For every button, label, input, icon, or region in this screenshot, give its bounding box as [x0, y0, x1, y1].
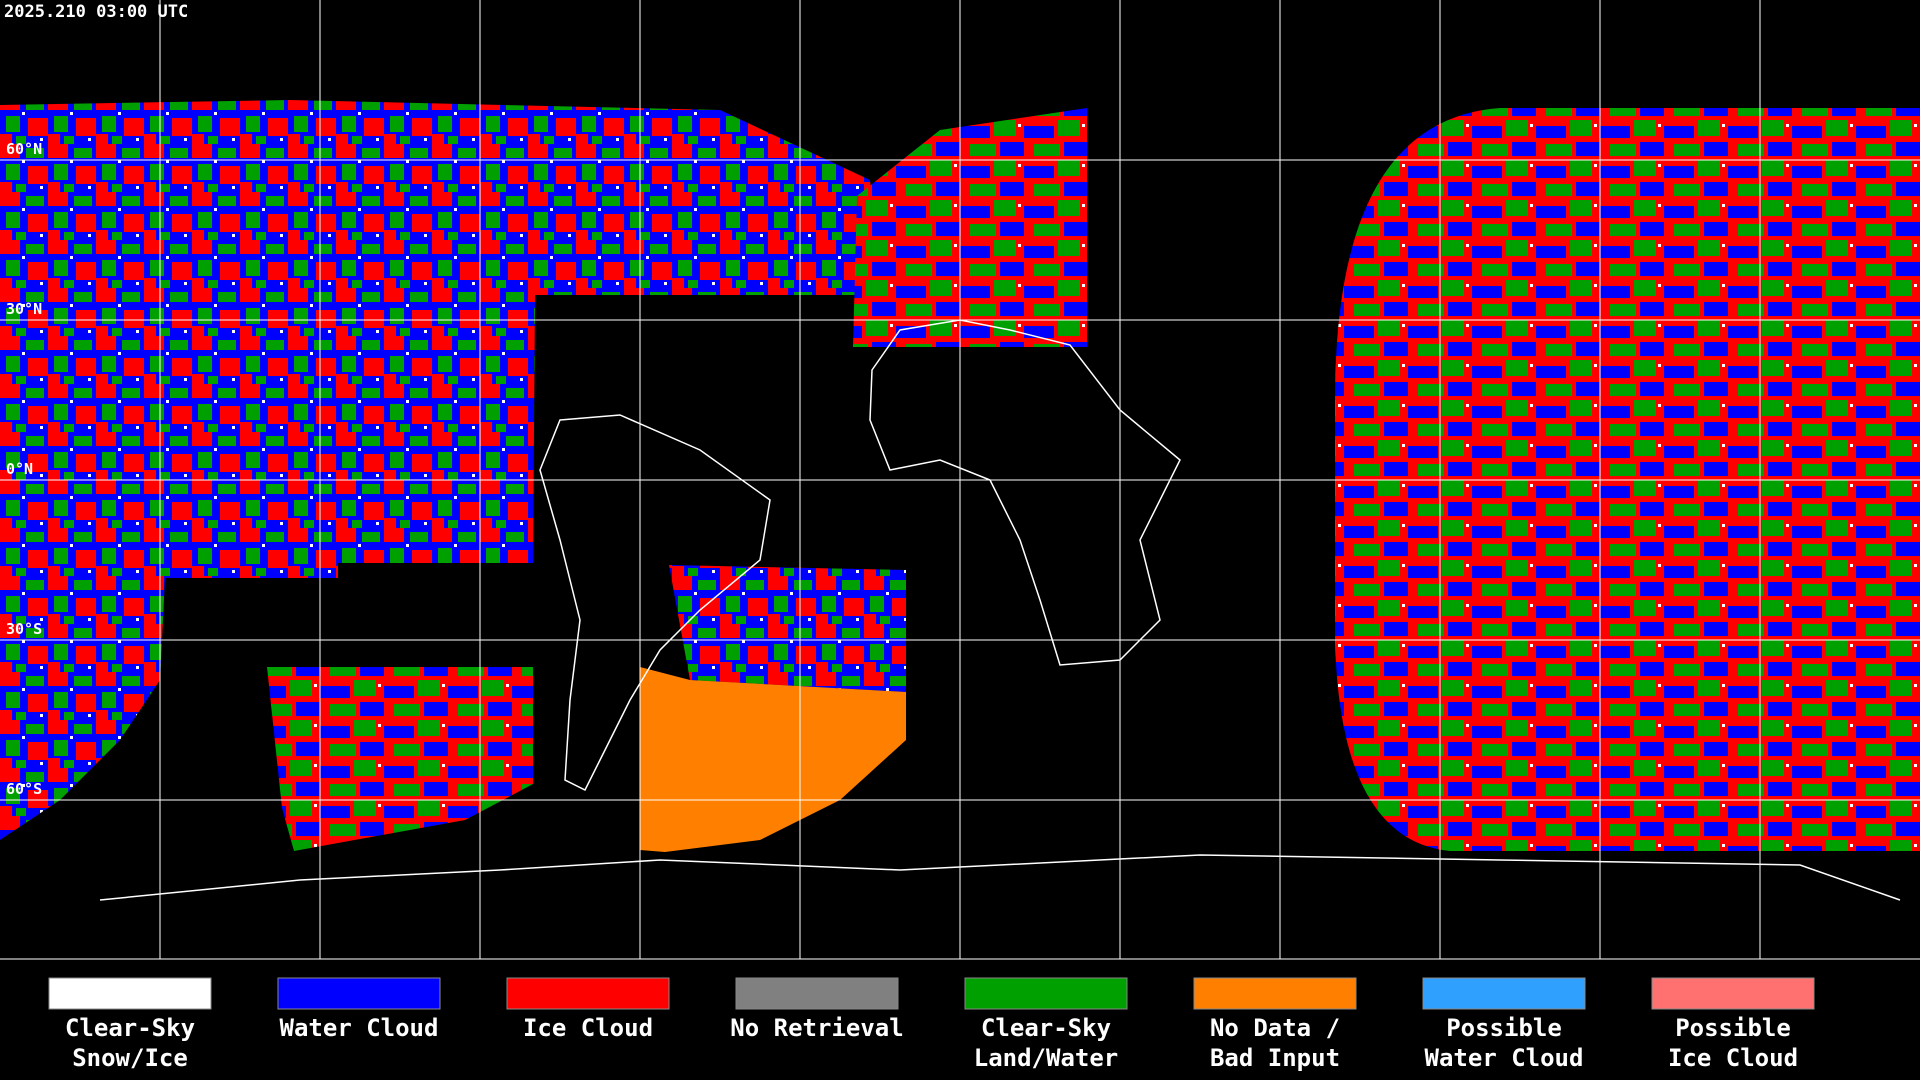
retrieval-region	[853, 108, 1087, 347]
legend-swatch	[277, 977, 441, 1010]
legend-label: Snow/Ice	[72, 1044, 188, 1072]
latitude-label: 30°N	[6, 300, 42, 318]
legend-swatch	[964, 977, 1128, 1010]
legend-swatch	[1422, 977, 1586, 1010]
legend-label: No Data /	[1210, 1014, 1340, 1042]
legend-label: Water Cloud	[1425, 1044, 1584, 1072]
legend-swatch	[1193, 977, 1357, 1010]
retrieval-region	[0, 100, 880, 840]
graticule: 60°N 30°N 0°N 30°S 60°S	[0, 0, 1920, 960]
legend-label: Clear-Sky	[981, 1014, 1111, 1042]
legend-swatch	[1651, 977, 1815, 1010]
latitude-label: 60°N	[6, 140, 42, 158]
legend-label: Ice Cloud	[1668, 1044, 1798, 1072]
coastline	[539, 414, 771, 792]
legend-label: No Retrieval	[730, 1014, 903, 1042]
legend-label: Bad Input	[1210, 1044, 1340, 1072]
latitude-label: 0°N	[6, 460, 33, 478]
latitude-label: 30°S	[6, 620, 42, 638]
legend-swatch	[735, 977, 899, 1010]
legend-label: Possible	[1675, 1014, 1791, 1042]
legend-label: Ice Cloud	[523, 1014, 653, 1042]
no-data-region	[640, 667, 906, 852]
timestamp: 2025.210 03:00 UTC	[4, 2, 188, 22]
legend-label: Water Cloud	[280, 1014, 439, 1042]
legend-label: Clear-Sky	[65, 1014, 195, 1042]
latitude-label: 60°S	[6, 780, 42, 798]
retrieval-region	[267, 667, 533, 851]
legend-swatch	[48, 977, 212, 1010]
legend-swatch	[506, 977, 670, 1010]
legend-label: Land/Water	[974, 1044, 1119, 1072]
map-area: 60°N 30°N 0°N 30°S 60°S 2025.210 03:00 UTC	[0, 0, 1920, 960]
coastline	[99, 854, 1901, 901]
retrieval-region	[669, 565, 906, 692]
legend-label: Possible	[1446, 1014, 1562, 1042]
